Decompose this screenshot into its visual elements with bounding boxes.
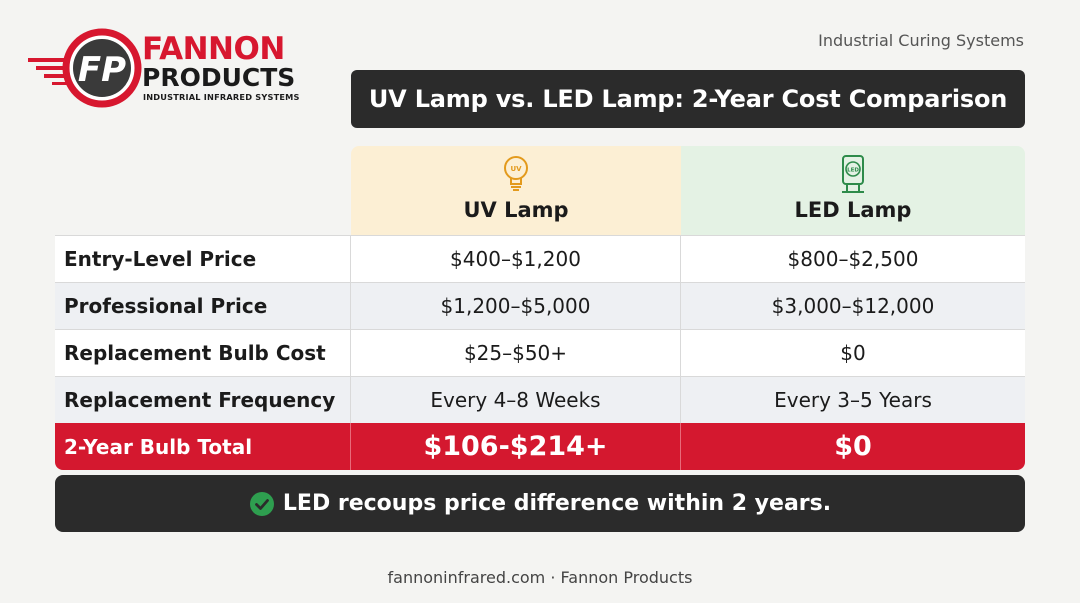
uv-value: $25–$50+ [351,330,681,376]
total-label: 2-Year Bulb Total [55,423,351,470]
brand-name-line1: FANNON [142,31,285,67]
brand-subtitle: INDUSTRIAL INFRARED SYSTEMS [143,92,300,102]
uv-value: Every 4–8 Weeks [351,377,681,423]
brand-name-line2: PRODUCTS [142,63,296,92]
table-row: Entry-Level Price $400–$1,200 $800–$2,50… [55,235,1025,282]
table-row: Professional Price $1,200–$5,000 $3,000–… [55,282,1025,329]
uv-icon-text: UV [510,165,522,173]
led-value: Every 3–5 Years [774,388,932,412]
uv-value: $400–$1,200 [351,236,681,282]
banner-text: LED recoups price difference within 2 ye… [282,491,832,516]
row-label: Professional Price [55,283,351,329]
column-label-uv: UV Lamp [463,198,569,222]
title-bar: UV Lamp vs. LED Lamp: 2-Year Cost Compar… [351,70,1025,128]
check-circle-icon [249,491,274,516]
uv-bulb-icon: UV [504,156,528,191]
row-label: Replacement Frequency [55,377,351,423]
column-label-led: LED Lamp [794,198,912,222]
fp-monogram-icon: FP [28,28,142,108]
column-header-uv: UV UV Lamp [351,146,681,235]
total-row: 2-Year Bulb Total $106-$214+ $0 [55,423,1025,470]
table-row: Replacement Bulb Cost $25–$50+ $0 [55,329,1025,376]
table-row: Replacement Frequency Every 4–8 Weeks Ev… [55,376,1025,423]
row-label: Replacement Bulb Cost [55,330,351,376]
comparison-table: Entry-Level Price $400–$1,200 $800–$2,50… [55,235,1025,470]
summary-banner: LED recoups price difference within 2 ye… [55,475,1025,532]
monogram-text: FP [78,50,126,90]
led-value: $3,000–$12,000 [771,294,935,318]
page-title: UV Lamp vs. LED Lamp: 2-Year Cost Compar… [368,85,1008,113]
footer-text: fannoninfrared.com · Fannon Products [387,568,693,587]
led-value: $0 [840,341,866,365]
uv-value: $1,200–$5,000 [351,283,681,329]
led-value: $800–$2,500 [787,247,919,271]
row-label: Entry-Level Price [55,236,351,282]
uv-total-value: $106-$214+ [351,423,681,470]
brand-logo: FP FANNON PRODUCTS INDUSTRIAL INFRARED S… [26,26,326,110]
column-header-led: LED LED Lamp [681,146,1025,235]
led-lamp-icon: LED [842,155,864,193]
tagline: Industrial Curing Systems [818,31,1024,50]
led-icon-text: LED [847,168,859,174]
led-total-value: $0 [834,431,872,462]
